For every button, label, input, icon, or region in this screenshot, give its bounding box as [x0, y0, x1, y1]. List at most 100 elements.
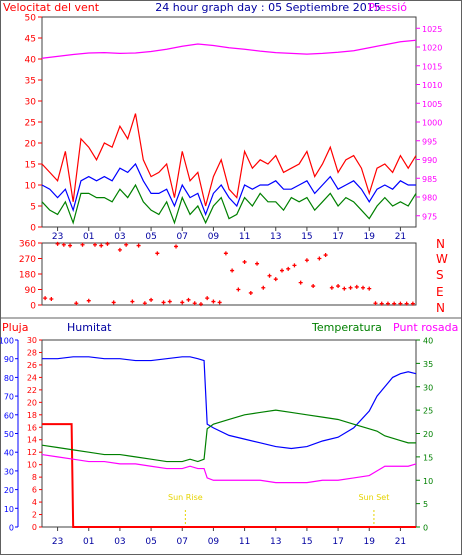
x-axis-tick-label: 01 [83, 232, 94, 242]
direction-point [149, 297, 154, 302]
direction-point [392, 301, 397, 306]
right-axis-tick-label: 990 [422, 156, 437, 165]
direction-point [286, 266, 291, 271]
rain-axis-tick-label: 26 [27, 361, 37, 370]
x-axis-tick-label: 23 [52, 537, 63, 547]
direction-point [410, 301, 415, 306]
direction-point [367, 286, 372, 291]
left-axis-tick-label: 15 [25, 161, 36, 171]
direction-point [404, 301, 409, 306]
rain-label: Pluja [2, 321, 28, 334]
rain-axis-tick-label: 6 [32, 486, 37, 495]
direction-point [336, 284, 341, 289]
direction-axis-tick-label: 180 [19, 271, 36, 281]
direction-point [379, 301, 384, 306]
humidity-axis-tick-label: 20 [4, 486, 14, 495]
humidity-axis-tick-label: 50 [4, 430, 14, 439]
temperature-axis-tick-label: 40 [423, 337, 433, 346]
right-axis-tick-label: 1005 [422, 100, 442, 109]
temperature-axis-tick-label: 10 [423, 477, 433, 486]
direction-letter-n-top: N [436, 237, 445, 251]
temperature-label: Temperatura [311, 321, 382, 334]
direction-point [186, 297, 191, 302]
humidity-axis-tick-label: 10 [4, 505, 14, 514]
left-axis-tick-label: 45 [25, 35, 36, 45]
x-axis-tick-label: 13 [270, 232, 281, 242]
x-axis-tick-label: 17 [332, 537, 343, 547]
right-axis-tick-label: 1010 [422, 81, 442, 90]
rain-axis-tick-label: 4 [32, 498, 37, 507]
left-axis-tick-label: 0 [30, 224, 36, 234]
x-axis-tick-label: 01 [83, 537, 94, 547]
wind-pressure-panel: 0510152025303540455097598098599099510001… [25, 14, 443, 243]
direction-point [136, 243, 141, 248]
series-line-rain [42, 423, 416, 528]
rain-axis-tick-label: 20 [27, 398, 37, 407]
rain-axis-tick-label: 2 [32, 511, 37, 520]
direction-point [43, 296, 48, 301]
humidity-temperature-panel: 0102030405060708090100024681012141618202… [0, 336, 433, 547]
direction-point [311, 284, 316, 289]
direction-point [130, 299, 135, 304]
x-axis-tick-label: 21 [395, 537, 406, 547]
x-axis-tick-label: 05 [145, 537, 156, 547]
right-axis-tick-label: 1020 [422, 44, 442, 53]
direction-point [248, 290, 253, 295]
humidity-axis-tick-label: 0 [9, 524, 14, 533]
right-axis-tick-label: 1025 [422, 25, 442, 34]
direction-point [80, 242, 85, 247]
direction-point [111, 300, 116, 305]
right-axis-tick-label: 1000 [422, 119, 442, 128]
direction-point [55, 241, 60, 246]
direction-point [385, 301, 390, 306]
plot-area-frame [41, 242, 417, 306]
direction-point [68, 243, 73, 248]
humidity-axis-tick-label: 90 [4, 355, 14, 364]
direction-point [217, 300, 222, 305]
direction-point [261, 285, 266, 290]
direction-point [155, 251, 160, 256]
direction-letter-e: E [436, 285, 444, 299]
direction-point [398, 301, 403, 306]
rain-axis-tick-label: 18 [27, 411, 37, 420]
x-axis-tick-label: 11 [239, 537, 250, 547]
x-axis-tick-label: 23 [52, 232, 63, 242]
direction-point [142, 301, 147, 306]
direction-point [273, 277, 278, 282]
x-axis-tick-label: 05 [145, 232, 156, 242]
humidity-axis-tick-label: 80 [4, 374, 14, 383]
direction-point [61, 242, 66, 247]
direction-point [361, 285, 366, 290]
direction-letter-s: S [436, 268, 444, 282]
direction-point [354, 284, 359, 289]
right-axis-tick-label: 1015 [422, 62, 442, 71]
direction-point [267, 273, 272, 278]
direction-point [161, 300, 166, 305]
rain-axis-tick-label: 12 [27, 448, 37, 457]
direction-point [329, 285, 334, 290]
direction-point [198, 302, 203, 307]
x-axis-tick-label: 13 [270, 537, 281, 547]
x-axis-tick-label: 19 [364, 537, 376, 547]
graph-title: 24 hour graph day : 05 Septiembre 2015 [155, 1, 380, 14]
direction-point [99, 243, 104, 248]
direction-point [223, 251, 228, 256]
rain-axis-tick-label: 28 [27, 348, 37, 357]
series-line-wind-gust [41, 113, 417, 207]
direction-point [236, 287, 241, 292]
x-axis-tick-label: 19 [364, 232, 376, 242]
direction-axis-tick-label: 0 [30, 302, 36, 312]
humidity-label: Humitat [67, 321, 112, 334]
direction-point [230, 268, 235, 273]
temperature-axis-tick-label: 30 [423, 383, 433, 392]
direction-letter-n-bottom: N [436, 301, 445, 315]
temperature-axis-tick-label: 20 [423, 430, 433, 439]
direction-point [192, 301, 197, 306]
temperature-axis-tick-label: 35 [423, 360, 433, 369]
x-axis-tick-label: 21 [395, 232, 406, 242]
x-axis-tick-label: 11 [239, 232, 250, 242]
left-axis-tick-label: 30 [25, 98, 37, 108]
direction-point [304, 258, 309, 263]
rain-axis-tick-label: 24 [27, 373, 37, 382]
direction-letter-w: W [436, 252, 448, 266]
